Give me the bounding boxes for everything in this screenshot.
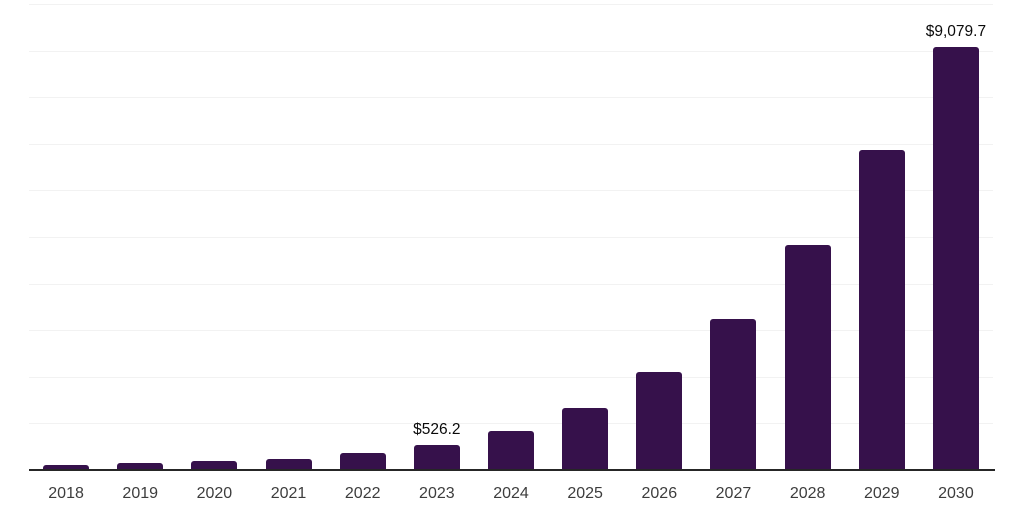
x-axis-label-2030: 2030 <box>938 485 974 502</box>
bar-2018 <box>43 465 90 470</box>
gridline-9000 <box>29 50 993 52</box>
gridline-2000 <box>29 376 993 378</box>
gridline-3000 <box>29 330 993 332</box>
gridline-7000 <box>29 143 993 145</box>
bar-2028 <box>784 245 831 470</box>
x-axis-label-2020: 2020 <box>196 485 233 502</box>
x-axis-label-2029: 2029 <box>863 485 900 502</box>
bar-2026 <box>636 371 683 470</box>
bar-2025 <box>562 407 609 470</box>
bar-2029 <box>858 149 905 470</box>
bar-2030 <box>932 46 979 470</box>
bar-2024 <box>488 431 534 470</box>
bar-2021 <box>265 458 312 470</box>
x-axis-label-2026: 2026 <box>641 485 678 502</box>
bar-2020 <box>191 461 238 470</box>
gridline-4000 <box>29 283 993 285</box>
bar-2027 <box>710 319 757 470</box>
bar-2019 <box>117 463 164 470</box>
x-axis-line <box>29 469 995 471</box>
x-axis-label-2023: 2023 <box>419 485 455 502</box>
gridline-1000 <box>29 423 993 425</box>
gridline-10000 <box>29 4 993 5</box>
gridline-6000 <box>29 190 993 192</box>
x-axis-label-2019: 2019 <box>122 485 159 502</box>
bar-2022 <box>339 453 386 470</box>
x-axis-label-2025: 2025 <box>567 485 603 502</box>
bar-2023 <box>413 445 460 470</box>
x-axis-label-2022: 2022 <box>344 485 381 502</box>
data-label-2030: $9,079.7 <box>925 22 987 40</box>
gridline-8000 <box>29 97 993 99</box>
gridline-5000 <box>29 237 993 238</box>
x-axis-label-2021: 2021 <box>270 485 307 502</box>
x-axis-label-2028: 2028 <box>789 485 826 502</box>
x-axis-label-2027: 2027 <box>715 485 752 502</box>
data-label-2023: $526.2 <box>413 421 461 439</box>
x-axis-label-2024: 2024 <box>493 485 529 502</box>
x-axis-label-2018: 2018 <box>48 485 84 502</box>
